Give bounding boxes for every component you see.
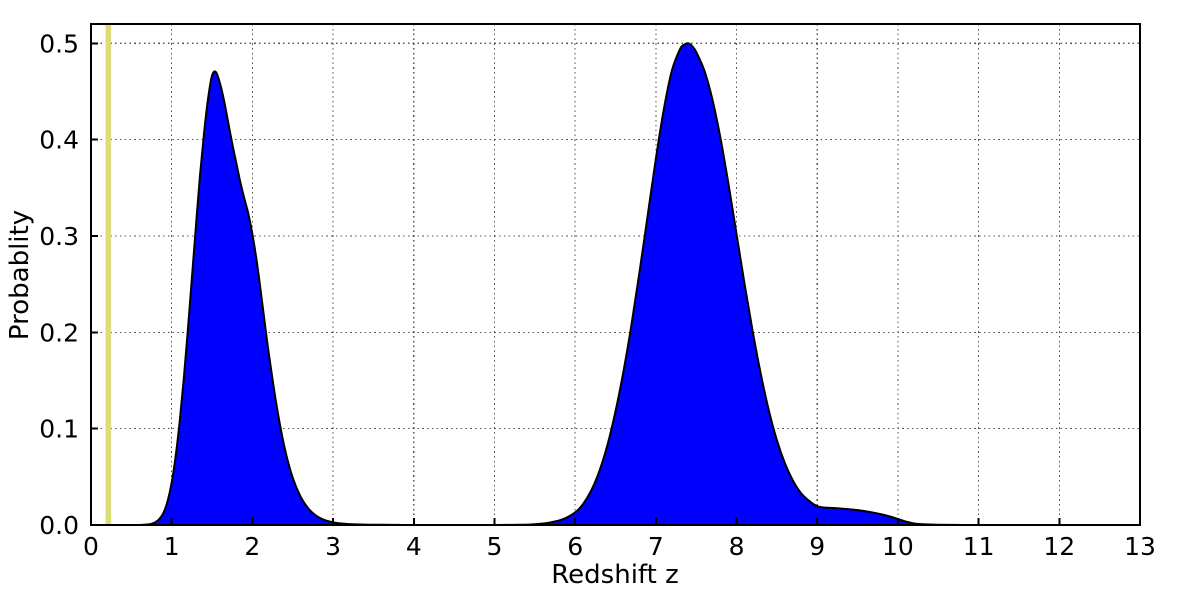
y-tick-label: 0.4	[39, 126, 79, 155]
y-tick-label: 0.5	[39, 29, 79, 58]
x-tick-label: 8	[729, 532, 745, 561]
x-tick-label: 5	[487, 532, 503, 561]
spectroscopic-redshift-band	[105, 24, 112, 525]
x-tick-label: 4	[406, 532, 422, 561]
x-axis-ticks: 0 1 2 3 4 5 6 7 8 9 10 11 12 13	[83, 518, 1156, 561]
x-tick-label: 1	[164, 532, 180, 561]
x-tick-label: 0	[83, 532, 99, 561]
x-tick-label: 6	[567, 532, 583, 561]
x-tick-label: 13	[1124, 532, 1156, 561]
pdf-area-fill	[91, 43, 1140, 526]
x-tick-label: 9	[809, 532, 825, 561]
y-axis-title: Probablity	[5, 210, 35, 340]
axis-frame	[89, 22, 1142, 527]
x-tick-label: 3	[325, 532, 341, 561]
y-tick-label: 0.2	[39, 318, 79, 347]
x-tick-label: 11	[963, 532, 995, 561]
x-tick-label: 12	[1043, 532, 1075, 561]
y-tick-label: 0.0	[39, 511, 79, 540]
x-tick-label: 2	[244, 532, 260, 561]
x-axis-title: Redshift z	[551, 560, 678, 590]
annotation-bands	[105, 24, 112, 525]
y-axis-ticks: 0.0 0.1 0.2 0.3 0.4 0.5	[39, 29, 98, 540]
y-tick-label: 0.3	[39, 222, 79, 251]
x-tick-label: 10	[882, 532, 914, 561]
y-tick-label: 0.1	[39, 415, 79, 444]
x-tick-label: 7	[648, 532, 664, 561]
plot-border	[89, 22, 1142, 527]
